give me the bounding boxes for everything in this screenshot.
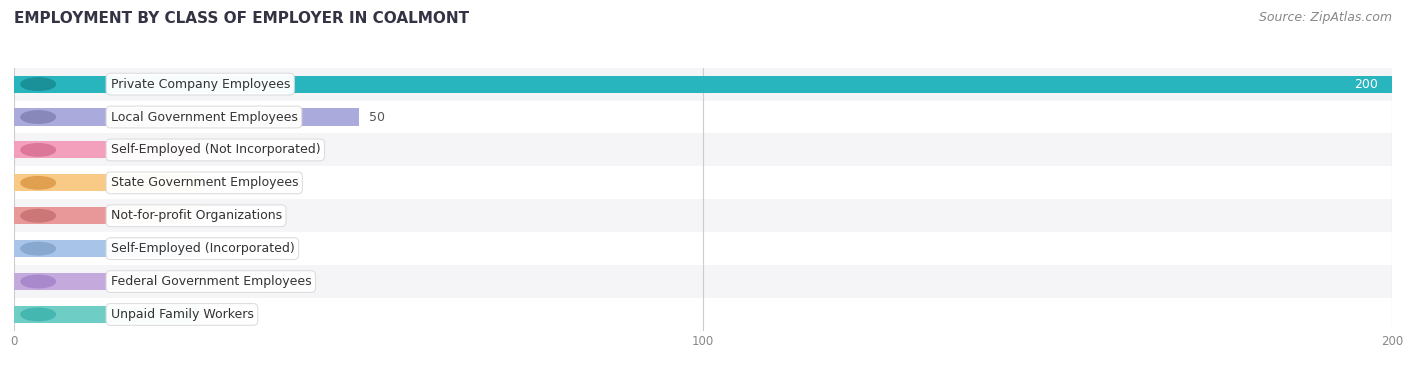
Bar [14, 232, 1392, 265]
Text: 7: 7 [211, 242, 218, 255]
Text: 200: 200 [1354, 77, 1378, 91]
Text: 50: 50 [368, 111, 385, 124]
Text: 13: 13 [211, 209, 226, 222]
Text: Self-Employed (Not Incorporated): Self-Employed (Not Incorporated) [111, 143, 321, 156]
Text: Self-Employed (Incorporated): Self-Employed (Incorporated) [111, 242, 294, 255]
Text: 1: 1 [211, 275, 218, 288]
Ellipse shape [21, 308, 55, 321]
Text: 14: 14 [211, 176, 226, 190]
Bar [14, 133, 1392, 166]
Bar [14, 306, 200, 323]
Text: State Government Employees: State Government Employees [111, 176, 298, 190]
Bar [14, 166, 1392, 199]
Ellipse shape [21, 111, 55, 123]
Text: EMPLOYMENT BY CLASS OF EMPLOYER IN COALMONT: EMPLOYMENT BY CLASS OF EMPLOYER IN COALM… [14, 11, 470, 26]
Bar [14, 174, 200, 191]
Bar [14, 298, 1392, 331]
Text: Local Government Employees: Local Government Employees [111, 111, 298, 124]
Ellipse shape [21, 209, 55, 222]
Text: Source: ZipAtlas.com: Source: ZipAtlas.com [1258, 11, 1392, 24]
Ellipse shape [21, 275, 55, 288]
Bar [14, 207, 200, 224]
Bar [14, 273, 200, 290]
Bar [14, 108, 359, 126]
Bar [14, 68, 1392, 100]
Bar [14, 141, 200, 159]
Text: Not-for-profit Organizations: Not-for-profit Organizations [111, 209, 281, 222]
Ellipse shape [21, 78, 55, 90]
Text: Federal Government Employees: Federal Government Employees [111, 275, 311, 288]
Ellipse shape [21, 177, 55, 189]
Ellipse shape [21, 243, 55, 255]
Text: Unpaid Family Workers: Unpaid Family Workers [111, 308, 253, 321]
Text: 17: 17 [211, 143, 226, 156]
Text: 0: 0 [211, 308, 218, 321]
Text: Private Company Employees: Private Company Employees [111, 77, 290, 91]
Bar [14, 76, 1392, 93]
Bar [14, 240, 200, 257]
Ellipse shape [21, 144, 55, 156]
Bar [14, 199, 1392, 232]
Bar [14, 100, 1392, 133]
Bar [14, 265, 1392, 298]
